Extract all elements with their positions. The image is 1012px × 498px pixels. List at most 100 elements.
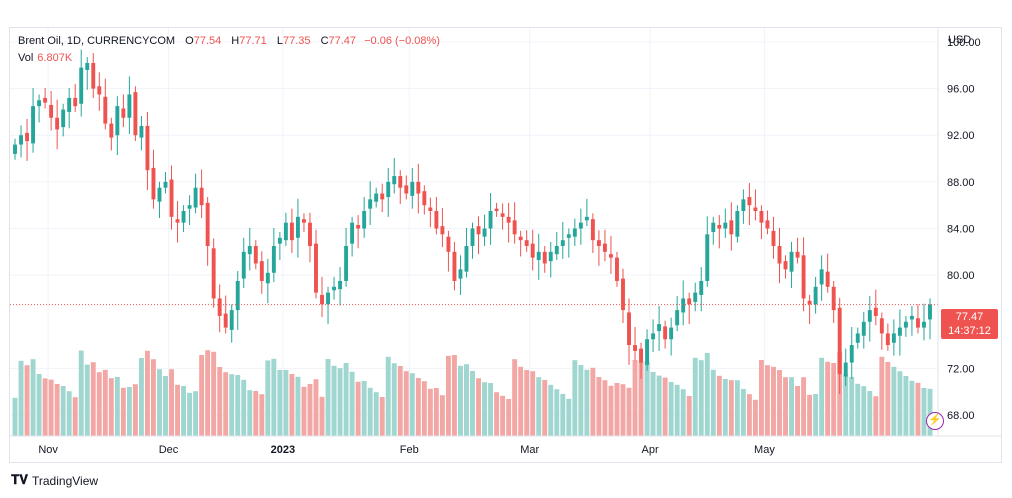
candle-body <box>247 245 252 255</box>
volume-bar <box>849 377 855 436</box>
volume-bar <box>403 371 409 436</box>
volume-bar <box>96 372 102 436</box>
volume-bar <box>259 394 265 436</box>
volume-bar <box>837 352 843 436</box>
price-tick-label: 92.00 <box>947 130 975 142</box>
candle-body <box>922 321 926 328</box>
volume-bar <box>90 362 96 436</box>
candle-body <box>759 211 764 223</box>
volume-bar <box>313 379 319 436</box>
volume-bar <box>42 378 48 436</box>
volume-bar <box>138 358 144 436</box>
candle-body <box>163 181 168 188</box>
volume-bar <box>241 379 247 436</box>
volume-bar <box>518 366 524 436</box>
candle-body <box>596 240 601 246</box>
candle-body <box>783 261 788 270</box>
candle-body <box>825 271 830 287</box>
volume-bar <box>758 360 764 436</box>
volume-bar <box>78 350 84 436</box>
candle-body <box>729 220 734 235</box>
volume-bar <box>596 377 602 436</box>
volume-bar <box>650 372 656 436</box>
low-value: 77.35 <box>282 35 311 47</box>
price-tick-label: 96.00 <box>947 84 975 96</box>
candle-body <box>97 86 102 95</box>
candle-body <box>362 211 367 229</box>
volume-bar <box>66 391 72 436</box>
volume-bar <box>728 380 734 436</box>
time-axis: Nov Dec 2023 Feb Mar Apr May <box>38 444 775 456</box>
candle-body <box>368 199 373 209</box>
volume-bar <box>668 382 674 436</box>
candle-body <box>440 226 445 235</box>
candle-body <box>338 280 343 290</box>
candle-body <box>801 255 806 299</box>
volume-bar <box>566 398 572 436</box>
volume-bar <box>36 374 42 436</box>
candle-body <box>512 220 517 235</box>
volume-bar <box>421 381 427 436</box>
time-tick-label: Dec <box>159 444 179 456</box>
currency-label[interactable]: USD <box>948 34 972 46</box>
candle-body <box>867 310 872 322</box>
branding-text: TradingView <box>32 473 99 488</box>
candle-body <box>61 109 66 128</box>
volume-bar <box>590 367 596 436</box>
candle-body <box>566 234 571 238</box>
bar-countdown: 14:37:12 <box>948 325 991 337</box>
candle-body <box>837 307 842 375</box>
candle-body <box>422 191 427 206</box>
candle-body <box>777 245 782 264</box>
candle-body <box>175 219 180 223</box>
volume-bar <box>12 397 18 436</box>
volume-bar <box>752 399 758 436</box>
candle-body <box>145 125 150 171</box>
volume-bar <box>476 378 481 436</box>
candle-body <box>404 185 409 194</box>
time-tick-label: May <box>754 444 775 456</box>
chart-frame <box>9 27 1002 463</box>
footer-branding[interactable]: 𝐓𝐕 TradingView <box>11 473 98 488</box>
volume-bar <box>319 396 325 436</box>
volume-bar <box>54 384 60 436</box>
candle-body <box>452 251 457 281</box>
candle-body <box>476 226 481 235</box>
candle-body <box>289 222 294 241</box>
candle-body <box>374 193 379 202</box>
volume-bar <box>777 370 782 436</box>
volume-bar <box>843 374 849 436</box>
volume-bar <box>855 383 861 436</box>
candle-body <box>903 321 908 328</box>
volume-bar <box>464 364 469 436</box>
volume-bar <box>433 388 439 436</box>
chart-legend: Brent Oil, 1D, CURRENCYCOM O77.54 H77.71… <box>18 35 440 47</box>
candle-body <box>308 222 312 246</box>
candle-body <box>49 104 54 118</box>
candle-body <box>121 108 126 118</box>
lightning-icon[interactable]: ⚡ <box>926 412 944 430</box>
volume-bar <box>873 396 879 436</box>
volume-bar <box>169 369 174 436</box>
volume-bar <box>175 384 180 436</box>
candle-body <box>807 300 812 305</box>
volume-bar <box>48 379 54 436</box>
volume-bar <box>325 359 331 436</box>
candle-body <box>488 211 493 229</box>
candle-body <box>723 222 728 229</box>
volume-value: 6.807K <box>37 52 73 64</box>
close-label: C <box>320 35 329 47</box>
candle-body <box>663 326 668 340</box>
volume-bar <box>891 366 897 436</box>
candle-body <box>301 219 306 223</box>
volume-bar <box>355 381 361 436</box>
open-label: O <box>185 35 194 47</box>
volume-bar <box>277 370 283 436</box>
volume-bar <box>223 372 229 436</box>
volume-bar <box>114 377 120 436</box>
candle-body <box>819 269 824 285</box>
volume-bar <box>813 394 819 436</box>
volume-bar <box>584 369 590 436</box>
candle-body <box>211 248 216 299</box>
